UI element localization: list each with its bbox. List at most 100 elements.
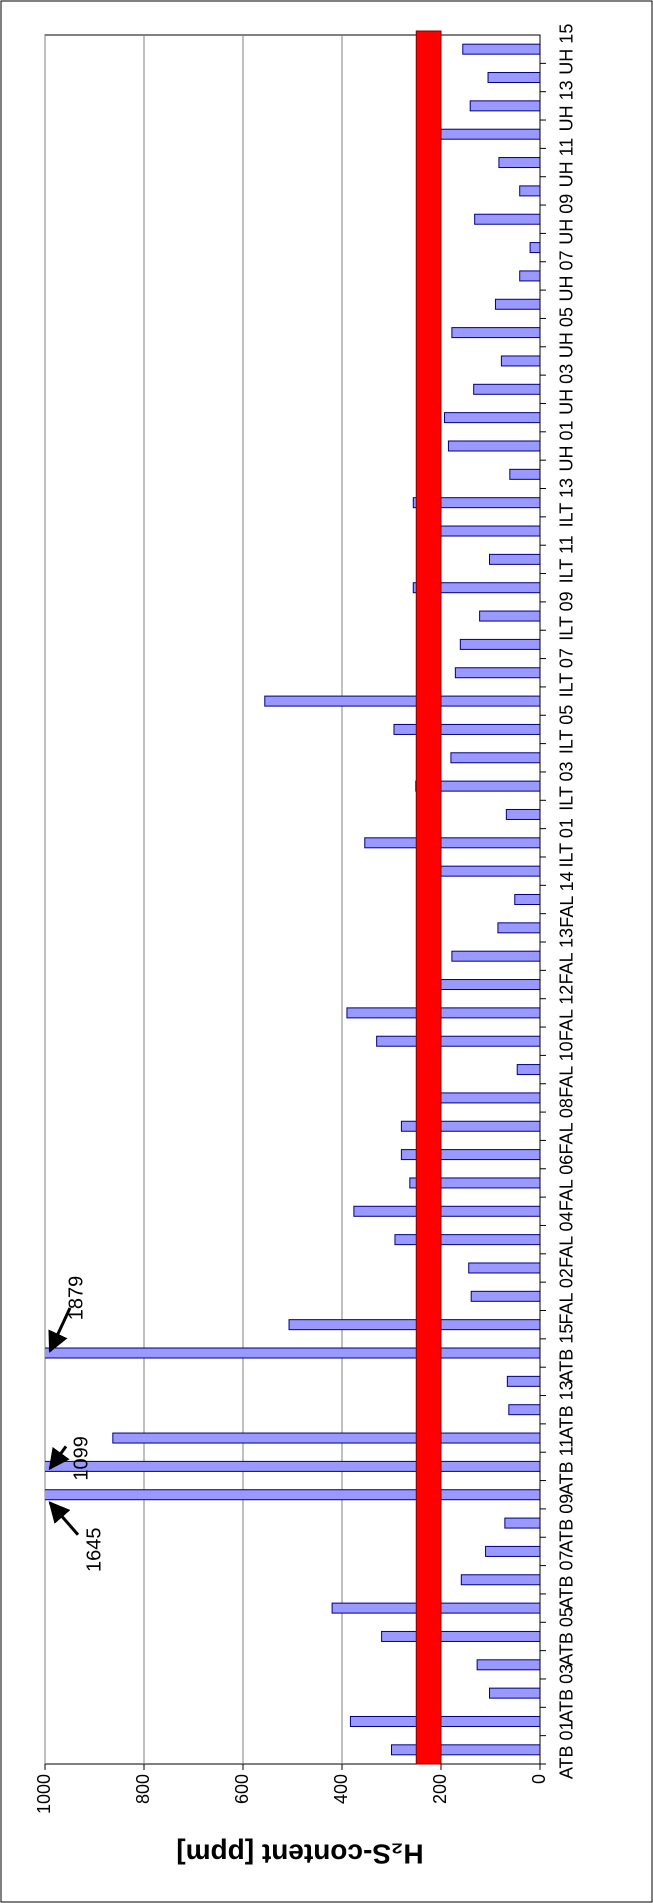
x-tick-label: ILT 13 — [557, 478, 577, 527]
y-axis-label: H₂S-content [ppm] — [176, 1839, 423, 1870]
bar — [435, 525, 540, 537]
bar — [451, 950, 540, 962]
bar — [487, 72, 540, 84]
bar — [435, 865, 540, 877]
annotation-arrow — [48, 1307, 72, 1353]
x-tick-label: UH 05 — [557, 307, 577, 358]
bar — [440, 128, 540, 140]
x-tick-label: UH 03 — [557, 364, 577, 415]
x-tick-label: FAL 12 — [557, 985, 577, 1041]
bar — [459, 638, 540, 650]
bar — [519, 270, 540, 282]
bar — [45, 1489, 540, 1501]
bar — [473, 383, 540, 395]
bar — [514, 894, 540, 905]
bar — [497, 922, 540, 934]
bar — [353, 1205, 540, 1217]
bar — [400, 1149, 540, 1161]
x-tick-label: ILT 07 — [557, 648, 577, 697]
x-tick-label: FAL 08 — [557, 1098, 577, 1154]
annotation: 1645 — [83, 1527, 105, 1572]
x-tick-label: ILT 03 — [557, 761, 577, 810]
bar — [435, 979, 540, 991]
y-tick-label: 1000 — [34, 1774, 54, 1814]
bar — [460, 1574, 540, 1586]
bar — [264, 695, 540, 707]
x-tick-label: ILT 09 — [557, 591, 577, 640]
bar — [381, 1630, 540, 1642]
bar — [393, 723, 540, 735]
bar — [394, 1234, 540, 1246]
plot-area — [44, 34, 541, 1765]
bar — [485, 1545, 540, 1557]
bar — [112, 1432, 540, 1444]
bars — [45, 43, 540, 1756]
y-tick-label: 400 — [331, 1774, 351, 1804]
x-tick-label: ILT 11 — [557, 535, 577, 583]
bar — [500, 355, 540, 367]
bar — [288, 1319, 540, 1331]
x-tick-label: ILT 01 — [557, 818, 577, 867]
x-tick-label: ILT 05 — [557, 705, 577, 754]
bar — [454, 667, 540, 679]
x-tick-label: FAL 02 — [557, 1268, 577, 1324]
x-tick-label: UH 07 — [557, 250, 577, 301]
bar — [529, 242, 540, 254]
bar — [516, 1064, 540, 1076]
x-tick-label: UH 11 — [557, 138, 577, 188]
bar — [409, 1177, 540, 1189]
x-tick-label: FAL 04 — [557, 1211, 577, 1267]
x-tick-label: FAL 13 — [557, 928, 577, 984]
annotation: 1099 — [70, 1436, 92, 1481]
annotation-arrow — [48, 1501, 80, 1536]
bar — [494, 298, 540, 310]
x-tick-label: ATB 15 — [557, 1324, 577, 1383]
x-tick-label: ATB 05 — [557, 1607, 577, 1666]
bar — [364, 837, 540, 849]
x-tick-label: FAL 10 — [557, 1041, 577, 1097]
bar — [45, 1460, 540, 1472]
x-tick-label: ATB 11 — [557, 1438, 577, 1495]
bar — [349, 1715, 540, 1727]
bar — [391, 1744, 540, 1756]
bar — [45, 1347, 540, 1359]
bar — [519, 185, 540, 197]
bar — [447, 440, 540, 452]
annotation-arrow — [48, 1445, 70, 1471]
bar — [376, 1035, 540, 1047]
bar — [462, 43, 540, 55]
bar — [508, 1404, 540, 1416]
bar — [400, 1120, 540, 1132]
x-tick-label: ATB 03 — [557, 1664, 577, 1723]
bar — [470, 1290, 540, 1302]
bar — [506, 1375, 540, 1387]
y-tick-label: 0 — [529, 1774, 549, 1784]
x-tick-label: UH 13 — [557, 80, 577, 131]
bar — [451, 327, 540, 339]
bar — [412, 582, 540, 594]
bar — [489, 553, 540, 565]
threshold-band — [415, 30, 442, 1765]
bar — [443, 412, 540, 424]
x-tick-label: UH 15 — [557, 24, 577, 75]
x-tick-label: ATB 09 — [557, 1494, 577, 1553]
bar — [474, 213, 540, 225]
bar — [509, 468, 540, 480]
bar — [412, 497, 540, 509]
x-tick-label: ATB 07 — [557, 1550, 577, 1609]
bar — [450, 752, 540, 764]
bar — [498, 157, 540, 169]
bar — [505, 808, 540, 820]
x-tick-label: UH 09 — [557, 194, 577, 245]
x-tick-label: ATB 01 — [557, 1720, 577, 1779]
bar — [489, 1687, 540, 1699]
x-tick-label: UH 01 — [557, 420, 577, 471]
x-tick-label: FAL 14 — [557, 871, 577, 927]
x-tick-label: ATB 13 — [557, 1380, 577, 1439]
bar — [468, 1262, 540, 1274]
x-tick-label: FAL 06 — [557, 1155, 577, 1211]
bar — [476, 1659, 540, 1671]
y-tick-label: 600 — [232, 1774, 252, 1804]
y-tick-label: 800 — [133, 1774, 153, 1804]
